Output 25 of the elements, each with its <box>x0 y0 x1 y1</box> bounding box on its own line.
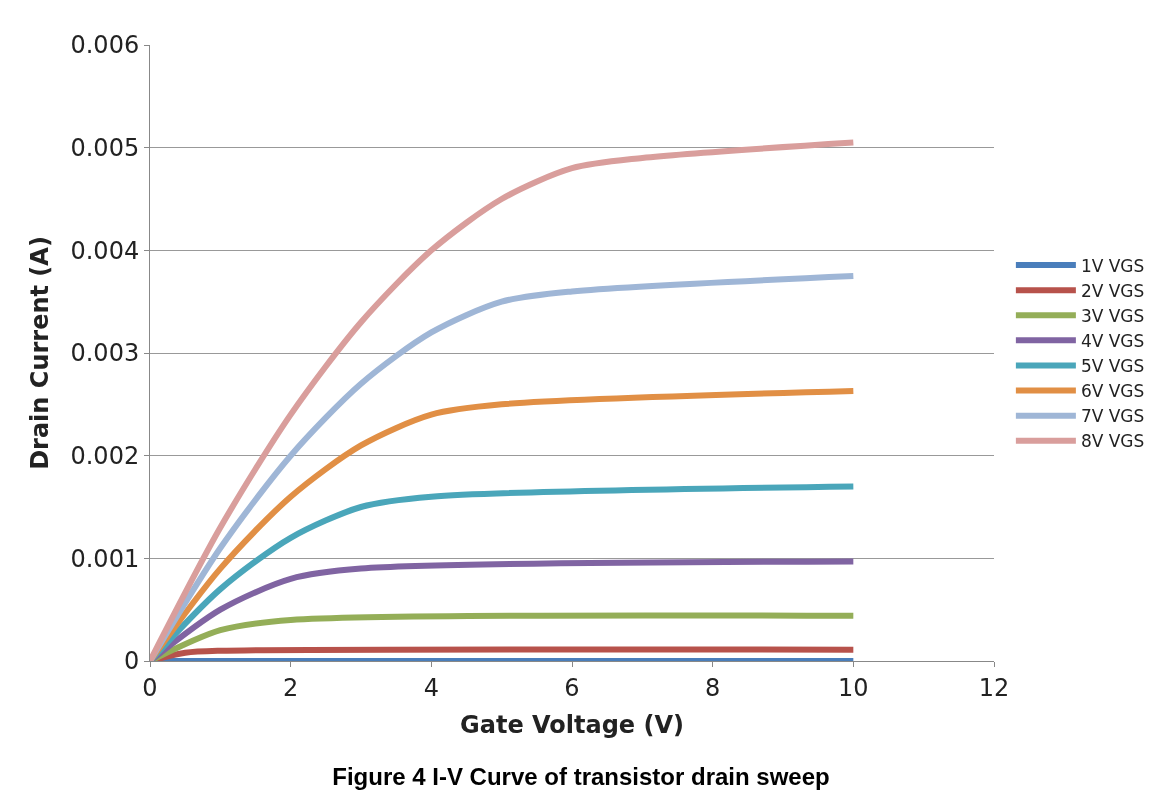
legend-label: 1V VGS <box>1080 255 1145 276</box>
legend-label: 8V VGS <box>1080 431 1145 452</box>
legend-label: 2V VGS <box>1080 280 1145 301</box>
legend-label: 4V VGS <box>1080 330 1145 351</box>
x-tick-label: 8 <box>705 673 721 702</box>
y-tick-label: 0 <box>123 647 140 676</box>
y-tick-label: 0.005 <box>70 134 140 163</box>
y-tick-label: 0.006 <box>70 31 140 60</box>
x-tick-label: 2 <box>283 673 299 702</box>
x-tick-label: 4 <box>423 673 439 702</box>
x-tick-label: 10 <box>838 673 869 702</box>
legend-label: 5V VGS <box>1080 356 1145 377</box>
y-tick-label: 0.003 <box>70 339 140 368</box>
y-axis-title: Drain Current (A) <box>25 236 54 470</box>
text: Figure 4 I-V Curve of transistor drain sweep <box>332 762 830 790</box>
legend-label: 6V VGS <box>1080 381 1145 402</box>
legend-label: 3V VGS <box>1080 305 1145 326</box>
x-tick-label: 6 <box>564 673 580 702</box>
x-tick-label: 0 <box>142 673 158 702</box>
x-tick-label: 12 <box>978 673 1010 702</box>
y-tick-label: 0.002 <box>70 442 140 471</box>
legend-label: 7V VGS <box>1080 406 1145 427</box>
x-axis-title: Gate Voltage (V) <box>460 711 684 740</box>
y-tick-label: 0.001 <box>70 544 140 573</box>
y-tick-label: 0.004 <box>70 236 140 265</box>
